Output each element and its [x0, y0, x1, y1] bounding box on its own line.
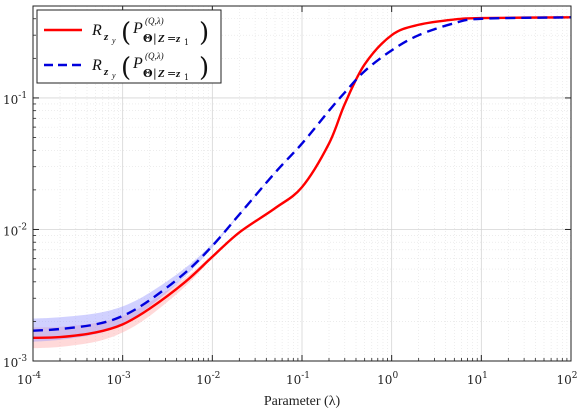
svg-text:Θ: Θ: [143, 32, 153, 45]
x-tick-label: 100: [377, 371, 398, 387]
svg-text:): ): [199, 53, 209, 83]
svg-text:Θ: Θ: [143, 67, 153, 80]
svg-text:R: R: [91, 57, 102, 74]
x-tick-labels: 10-4 10-3 10-2 10-1 100 101 102: [17, 371, 578, 387]
svg-text:z: z: [175, 33, 181, 45]
x-tick-label: 10-1: [286, 371, 310, 387]
svg-text:(: (: [121, 53, 131, 83]
svg-text:(Q,λ): (Q,λ): [145, 16, 164, 26]
legend-box: [36, 9, 222, 84]
y-tick-label: 10-2: [3, 222, 27, 238]
svg-text:P: P: [132, 55, 143, 72]
svg-text:z: z: [103, 66, 109, 78]
svg-text:1: 1: [184, 73, 189, 82]
svg-text:z: z: [103, 31, 109, 43]
x-tick-label: 102: [556, 371, 577, 387]
svg-text:R: R: [91, 22, 102, 39]
svg-text:|: |: [153, 32, 157, 46]
svg-text:Z: Z: [157, 68, 165, 80]
x-tick-label: 10-2: [196, 371, 220, 387]
x-tick-label: 10-3: [107, 371, 131, 387]
series-lines: [32, 16, 572, 340]
svg-text:=: =: [167, 67, 176, 80]
svg-text:(: (: [121, 18, 131, 48]
svg-text:=: =: [167, 32, 176, 45]
x-tick-label: 101: [467, 371, 488, 387]
y-tick-label: 10-1: [3, 91, 27, 107]
y-tick-labels: 10-3 10-2 10-1: [3, 91, 27, 370]
axis-ticks: [32, 5, 572, 362]
y-tick-label: 10-3: [3, 354, 27, 370]
legend-entry-1: R z y ( P (Q,λ) Θ | Z = z 1 ): [91, 16, 209, 48]
x-tick-label: 10-4: [17, 371, 41, 387]
svg-text:P: P: [132, 20, 143, 37]
x-axis-title: Parameter (λ): [264, 394, 341, 409]
series-line-2: [32, 16, 572, 332]
svg-text:Z: Z: [157, 33, 165, 45]
svg-text:y: y: [111, 36, 116, 45]
grid-minor: [33, 5, 571, 361]
legend: R z y ( P (Q,λ) Θ | Z = z 1 ) R z y ( P …: [36, 9, 222, 84]
svg-text:1: 1: [184, 38, 189, 47]
svg-text:y: y: [111, 71, 116, 80]
legend-entry-2: R z y ( P (Q,λ) Θ | Z = z 1 ): [91, 51, 209, 83]
svg-text:z: z: [175, 68, 181, 80]
svg-text:(Q,λ): (Q,λ): [145, 51, 164, 61]
svg-text:): ): [199, 18, 209, 48]
svg-text:|: |: [153, 67, 157, 81]
series-line-1: [32, 16, 572, 340]
